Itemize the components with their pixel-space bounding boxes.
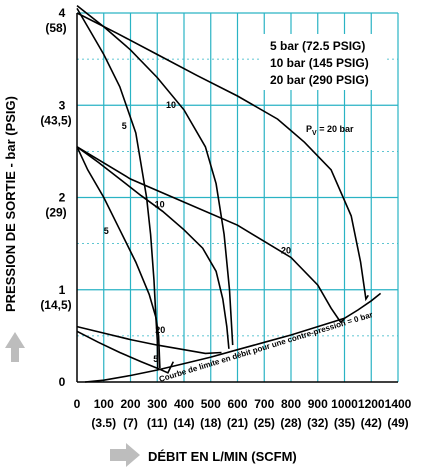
x-tick-sublabel: (35) — [334, 416, 355, 430]
x-tick-sublabel: (11) — [147, 416, 168, 430]
x-tick-sublabel: (32) — [307, 416, 328, 430]
y-tick-sublabel: (58) — [45, 21, 66, 35]
x-tick-label: 1200 — [358, 397, 385, 411]
x-tick-sublabel: (49) — [387, 416, 408, 430]
pv-annotation: PV = 20 bar — [306, 124, 354, 137]
legend-entry-10bar: 10 bar (145 PSIG) — [270, 56, 369, 70]
x-tick-sublabel: (3.5) — [91, 416, 116, 430]
y-tick-label: 1 — [59, 283, 66, 297]
x-axis-arrow-icon — [110, 443, 140, 467]
y-tick-label: 3 — [59, 98, 66, 112]
y-tick-label: 4 — [59, 6, 66, 20]
x-tick-label: 700 — [254, 397, 274, 411]
limit-curve — [84, 292, 382, 383]
curve-line-5 — [76, 146, 345, 324]
y-axis-title: PRESSION DE SORTIE - bar (PSIG) — [3, 96, 18, 312]
x-tick-sublabel: (18) — [200, 416, 221, 430]
x-tick-label: 100 — [94, 397, 114, 411]
curve-label: 20 — [281, 246, 291, 256]
curve-label: 5 — [122, 121, 127, 131]
x-tick-sublabel: (28) — [280, 416, 301, 430]
limit-curve-group — [84, 292, 382, 383]
x-tick-label: 1000 — [331, 397, 358, 411]
curve-label: 10 — [155, 199, 165, 209]
curve-label: 5 — [153, 354, 158, 364]
x-tick-label: 500 — [201, 397, 221, 411]
y-tick-sublabel: (29) — [45, 206, 66, 220]
curve-line-6 — [76, 325, 222, 355]
limit-curve-caption: Courbe de limite en débit pour une contr… — [158, 310, 374, 384]
y-tick-label: 2 — [59, 191, 66, 205]
x-tick-sublabel: (7) — [123, 416, 138, 430]
x-axis-title: DÉBIT EN L/MIN (SCFM) — [148, 449, 297, 464]
x-tick-label: 800 — [281, 397, 301, 411]
curve-line-4 — [76, 146, 230, 349]
y-tick-sublabel: (43,5) — [40, 113, 71, 127]
x-tick-sublabel: (42) — [361, 416, 382, 430]
curve-line-0 — [76, 7, 159, 371]
y-axis-arrow-icon — [5, 332, 25, 362]
x-tick-sublabel: (21) — [227, 416, 248, 430]
x-tick-label: 0 — [74, 397, 81, 411]
curve-line-1 — [76, 4, 234, 346]
curve-label: 20 — [155, 325, 165, 335]
curve-label: 10 — [166, 100, 176, 110]
x-tick-label: 400 — [174, 397, 194, 411]
legend-entry-20bar: 20 bar (290 PSIG) — [270, 73, 369, 87]
curve-line-7 — [76, 330, 175, 374]
legend-background — [262, 34, 386, 90]
x-tick-label: 600 — [227, 397, 247, 411]
curve-line-2 — [76, 12, 369, 302]
y-tick-sublabel: (14,5) — [40, 298, 71, 312]
x-tick-sublabel: (25) — [254, 416, 275, 430]
x-tick-label: 1400 — [385, 397, 412, 411]
legend-entry-5bar: 5 bar (72.5 PSIG) — [270, 39, 365, 53]
curve-label: 5 — [104, 226, 109, 236]
legend: 5 bar (72.5 PSIG) 10 bar (145 PSIG) 20 b… — [262, 34, 386, 90]
tick-labels: 0 100(3.5)200(7)300(11)400(14)500(18)600(… — [40, 6, 411, 430]
curves-group: 5 10 5 10 20 20 5 — [76, 4, 369, 374]
y-tick-label: 0 — [59, 375, 66, 389]
curve-line-3 — [76, 146, 161, 369]
axes-group — [76, 13, 398, 383]
x-tick-sublabel: (14) — [173, 416, 194, 430]
x-tick-label: 300 — [147, 397, 167, 411]
x-tick-label: 900 — [308, 397, 328, 411]
x-tick-label: 200 — [120, 397, 140, 411]
